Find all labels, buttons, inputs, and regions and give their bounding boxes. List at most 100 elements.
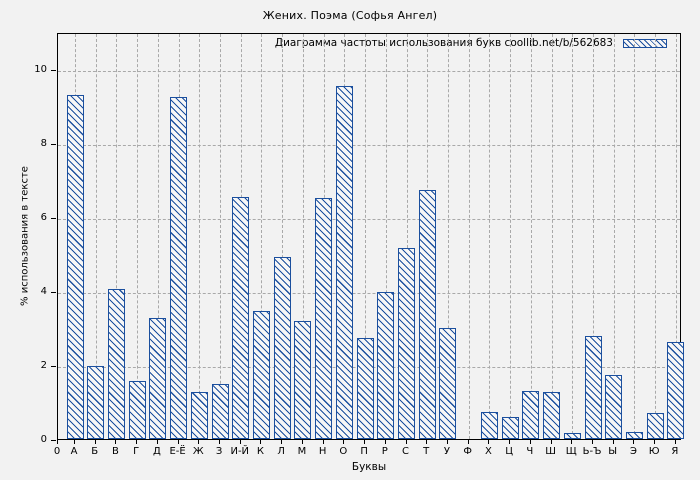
x-tick-mark	[177, 440, 179, 444]
v-gridline	[675, 34, 677, 439]
legend-swatch-icon	[623, 38, 667, 48]
x-tick-label: 0	[53, 446, 61, 457]
bar-В	[107, 289, 125, 439]
bar-Б	[87, 366, 105, 439]
v-gridline	[572, 34, 574, 439]
x-tick-mark	[674, 440, 676, 444]
x-tick-label: У	[443, 446, 450, 457]
y-tick-mark	[51, 366, 56, 367]
v-gridline	[137, 34, 139, 439]
bar-Я	[667, 342, 685, 439]
y-tick-mark	[51, 70, 56, 71]
y-tick-mark	[51, 218, 56, 219]
bar-К	[252, 311, 270, 439]
x-tick-label: Ч	[526, 446, 534, 457]
x-tick-mark	[550, 440, 552, 444]
x-tick-label: О	[339, 446, 348, 457]
v-gridline	[447, 34, 449, 439]
bar-О	[335, 86, 353, 439]
bar-Н	[315, 198, 333, 439]
x-tick-mark	[571, 440, 573, 444]
x-tick-label: Г	[133, 446, 140, 457]
bar-Ч	[522, 391, 540, 439]
x-tick-label: С	[402, 446, 410, 457]
x-tick-mark	[74, 440, 75, 444]
y-tick-mark	[51, 440, 56, 441]
bar-М	[294, 321, 312, 439]
x-tick-mark	[281, 440, 283, 444]
y-tick-mark	[51, 144, 56, 145]
x-tick-label: Б	[91, 446, 99, 457]
x-tick-mark	[592, 440, 593, 444]
bar-Г	[128, 381, 146, 439]
x-tick-label: Щ	[565, 446, 577, 457]
x-tick-mark	[529, 440, 531, 444]
x-tick-mark	[322, 440, 324, 444]
bar-Р	[377, 292, 395, 439]
bar-Е-Ё	[170, 97, 188, 439]
y-tick-label: 10	[34, 64, 47, 75]
bar-Х	[480, 412, 498, 439]
bar-Э	[625, 432, 643, 439]
y-tick-label: 4	[40, 286, 47, 297]
v-gridline	[530, 34, 532, 439]
v-gridline	[116, 34, 118, 439]
bar-Ж	[190, 392, 208, 439]
v-gridline	[95, 34, 97, 439]
x-tick-mark	[136, 440, 138, 444]
h-gridline	[58, 145, 680, 146]
bar-И-Й	[232, 197, 250, 439]
v-gridline	[365, 34, 367, 439]
bar-С	[398, 248, 416, 439]
h-gridline	[58, 71, 680, 72]
x-tick-mark	[301, 440, 303, 444]
y-tick-label: 8	[40, 138, 47, 149]
bar-А	[66, 95, 84, 439]
x-tick-mark	[612, 440, 614, 444]
v-gridline	[468, 34, 470, 439]
bar-Щ	[563, 433, 581, 439]
bar-Т	[418, 190, 436, 439]
x-tick-label: Э	[629, 446, 637, 457]
bar-Ю	[646, 413, 664, 439]
bar-Ь-Ъ	[584, 336, 602, 439]
bar-Ц	[501, 417, 519, 439]
x-tick-mark	[364, 440, 366, 444]
v-gridline	[613, 34, 615, 439]
y-tick-label: 6	[40, 212, 47, 223]
bar-Ш	[543, 392, 561, 439]
x-tick-mark	[446, 440, 448, 444]
x-tick-label: Н	[318, 446, 327, 457]
x-tick-mark	[509, 440, 511, 444]
x-tick-label: И-Й	[230, 446, 250, 457]
x-tick-mark	[239, 440, 241, 444]
bar-П	[356, 338, 374, 439]
bar-З	[211, 384, 229, 439]
v-gridline	[593, 34, 594, 439]
v-gridline	[282, 34, 284, 439]
y-tick-mark	[51, 292, 56, 293]
x-tick-mark	[633, 440, 635, 444]
h-gridline	[58, 293, 680, 294]
x-tick-label: В	[112, 446, 119, 457]
y-tick-label: 2	[40, 360, 47, 371]
x-tick-mark	[260, 440, 262, 444]
v-gridline	[302, 34, 304, 439]
x-tick-mark	[467, 440, 469, 444]
x-tick-label: Ц	[505, 446, 513, 457]
x-tick-mark	[219, 440, 221, 444]
x-tick-label: Е-Ё	[169, 446, 186, 457]
y-axis-title: % использования в тексте	[19, 166, 31, 306]
x-tick-mark	[343, 440, 345, 444]
h-gridline	[58, 219, 680, 220]
bar-Ы	[605, 375, 623, 439]
x-tick-label: Р	[381, 446, 388, 457]
x-tick-label: Ф	[463, 446, 472, 457]
bar-У	[439, 328, 457, 439]
x-tick-mark	[94, 440, 96, 444]
legend: Диаграмма частоты использования букв coo…	[275, 37, 667, 49]
plot-area: Диаграмма частоты использования букв coo…	[57, 33, 685, 440]
x-tick-label: К	[256, 446, 265, 457]
x-tick-label: Ы	[608, 446, 618, 457]
